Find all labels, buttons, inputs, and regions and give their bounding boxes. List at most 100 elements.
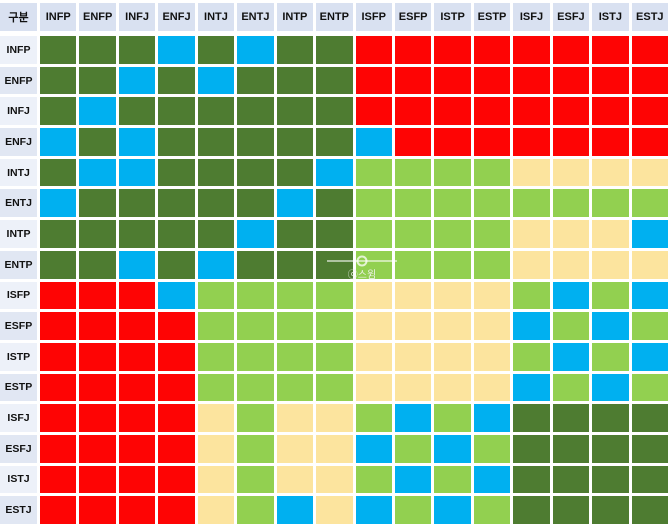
matrix-cell-entp-x-infj <box>118 250 156 279</box>
matrix-cell-entp-x-infp <box>40 250 77 279</box>
matrix-cell-isfp-x-estp <box>473 281 511 310</box>
matrix-cell-esfj-x-istp <box>434 434 471 463</box>
matrix-cell-esfj-x-istj <box>592 434 629 463</box>
matrix-cell-isfp-x-istj <box>592 281 629 310</box>
matrix-cell-intp-x-entp <box>316 220 353 248</box>
matrix-cell-estp-x-intp <box>276 373 314 402</box>
matrix-cell-istp-x-isfp <box>355 342 392 371</box>
matrix-cell-intj-x-infj <box>118 158 156 187</box>
matrix-cell-enfj-x-entp <box>316 128 353 156</box>
row-label-enfp: ENFP <box>0 66 37 95</box>
matrix-cell-enfj-x-esfj <box>552 128 590 156</box>
matrix-cell-isfp-x-enfj <box>158 281 195 310</box>
matrix-cell-estp-x-esfp <box>394 373 432 402</box>
matrix-cell-esfp-x-isfj <box>513 312 550 340</box>
matrix-cell-estp-x-estj <box>631 373 668 402</box>
matrix-cell-enfj-x-infp <box>40 128 77 156</box>
matrix-cell-infp-x-istj <box>592 36 629 64</box>
column-header-istp: ISTP <box>434 3 471 31</box>
matrix-cell-enfj-x-estj <box>631 128 668 156</box>
row-label-entp: ENTP <box>0 250 37 279</box>
matrix-cell-entj-x-intp <box>276 189 314 218</box>
matrix-cell-estp-x-estp <box>473 373 511 402</box>
matrix-cell-esfj-x-infj <box>118 434 156 463</box>
matrix-cell-isfj-x-intj <box>197 404 235 432</box>
matrix-cell-enfj-x-istp <box>434 128 471 156</box>
matrix-cell-entp-x-estp <box>473 250 511 279</box>
matrix-cell-enfp-x-estp <box>473 66 511 95</box>
matrix-cell-istp-x-istp <box>434 342 471 371</box>
matrix-cell-esfp-x-infj <box>118 312 156 340</box>
matrix-cell-entj-x-intj <box>197 189 235 218</box>
matrix-cell-istj-x-estj <box>631 465 668 494</box>
matrix-cell-istp-x-istj <box>592 342 629 371</box>
row-label-intj: INTJ <box>0 158 37 187</box>
matrix-cell-intp-x-infj <box>118 220 156 248</box>
matrix-cell-enfp-x-isfj <box>513 66 550 95</box>
matrix-cell-istj-x-enfp <box>79 465 116 494</box>
matrix-cell-entj-x-isfj <box>513 189 550 218</box>
matrix-cell-estj-x-estp <box>473 496 511 524</box>
matrix-cell-esfp-x-intp <box>276 312 314 340</box>
row-label-enfj: ENFJ <box>0 128 37 156</box>
matrix-cell-istj-x-isfp <box>355 465 392 494</box>
matrix-cell-estj-x-infj <box>118 496 156 524</box>
matrix-cell-esfp-x-esfj <box>552 312 590 340</box>
matrix-cell-estp-x-isfj <box>513 373 550 402</box>
column-header-esfj: ESFJ <box>552 3 590 31</box>
matrix-cell-infp-x-intp <box>276 36 314 64</box>
matrix-cell-estj-x-intp <box>276 496 314 524</box>
matrix-cell-estp-x-entp <box>316 373 353 402</box>
matrix-cell-estp-x-infp <box>40 373 77 402</box>
matrix-cell-esfp-x-estp <box>473 312 511 340</box>
matrix-cell-isfj-x-infj <box>118 404 156 432</box>
matrix-cell-infp-x-estp <box>473 36 511 64</box>
matrix-cell-entp-x-enfj <box>158 250 195 279</box>
matrix-cell-istp-x-estj <box>631 342 668 371</box>
matrix-cell-isfp-x-intj <box>197 281 235 310</box>
matrix-cell-istp-x-entj <box>237 342 274 371</box>
matrix-cell-entp-x-esfp <box>394 250 432 279</box>
matrix-cell-estp-x-istp <box>434 373 471 402</box>
matrix-cell-estj-x-intj <box>197 496 235 524</box>
row-label-isfj: ISFJ <box>0 404 37 432</box>
matrix-cell-entp-x-entj <box>237 250 274 279</box>
matrix-cell-estj-x-esfp <box>394 496 432 524</box>
matrix-cell-esfp-x-infp <box>40 312 77 340</box>
matrix-cell-entj-x-estp <box>473 189 511 218</box>
matrix-cell-enfp-x-estj <box>631 66 668 95</box>
matrix-cell-intj-x-isfp <box>355 158 392 187</box>
matrix-cell-istj-x-istp <box>434 465 471 494</box>
matrix-cell-infj-x-estp <box>473 97 511 126</box>
matrix-cell-entj-x-isfp <box>355 189 392 218</box>
column-header-infp: INFP <box>40 3 77 31</box>
matrix-cell-entp-x-entp <box>316 250 353 279</box>
matrix-cell-entp-x-istj <box>592 250 629 279</box>
matrix-cell-infp-x-esfj <box>552 36 590 64</box>
column-header-infj: INFJ <box>118 3 156 31</box>
row-label-estj: ESTJ <box>0 496 37 524</box>
column-header-estp: ESTP <box>473 3 511 31</box>
matrix-cell-esfp-x-isfp <box>355 312 392 340</box>
matrix-cell-istj-x-entj <box>237 465 274 494</box>
matrix-cell-esfp-x-esfp <box>394 312 432 340</box>
matrix-cell-isfj-x-istp <box>434 404 471 432</box>
row-label-estp: ESTP <box>0 373 37 402</box>
matrix-cell-intp-x-enfj <box>158 220 195 248</box>
matrix-cell-entp-x-enfp <box>79 250 116 279</box>
matrix-cell-esfp-x-istj <box>592 312 629 340</box>
matrix-cell-isfj-x-intp <box>276 404 314 432</box>
matrix-cell-esfj-x-isfp <box>355 434 392 463</box>
column-header-isfp: ISFP <box>355 3 392 31</box>
matrix-cell-estp-x-enfp <box>79 373 116 402</box>
matrix-cell-enfp-x-intp <box>276 66 314 95</box>
matrix-cell-intj-x-istp <box>434 158 471 187</box>
matrix-cell-enfp-x-intj <box>197 66 235 95</box>
matrix-cell-enfj-x-entj <box>237 128 274 156</box>
matrix-cell-estp-x-istj <box>592 373 629 402</box>
matrix-cell-intp-x-intp <box>276 220 314 248</box>
matrix-cell-estj-x-entj <box>237 496 274 524</box>
matrix-cell-infp-x-entp <box>316 36 353 64</box>
matrix-cell-enfj-x-infj <box>118 128 156 156</box>
